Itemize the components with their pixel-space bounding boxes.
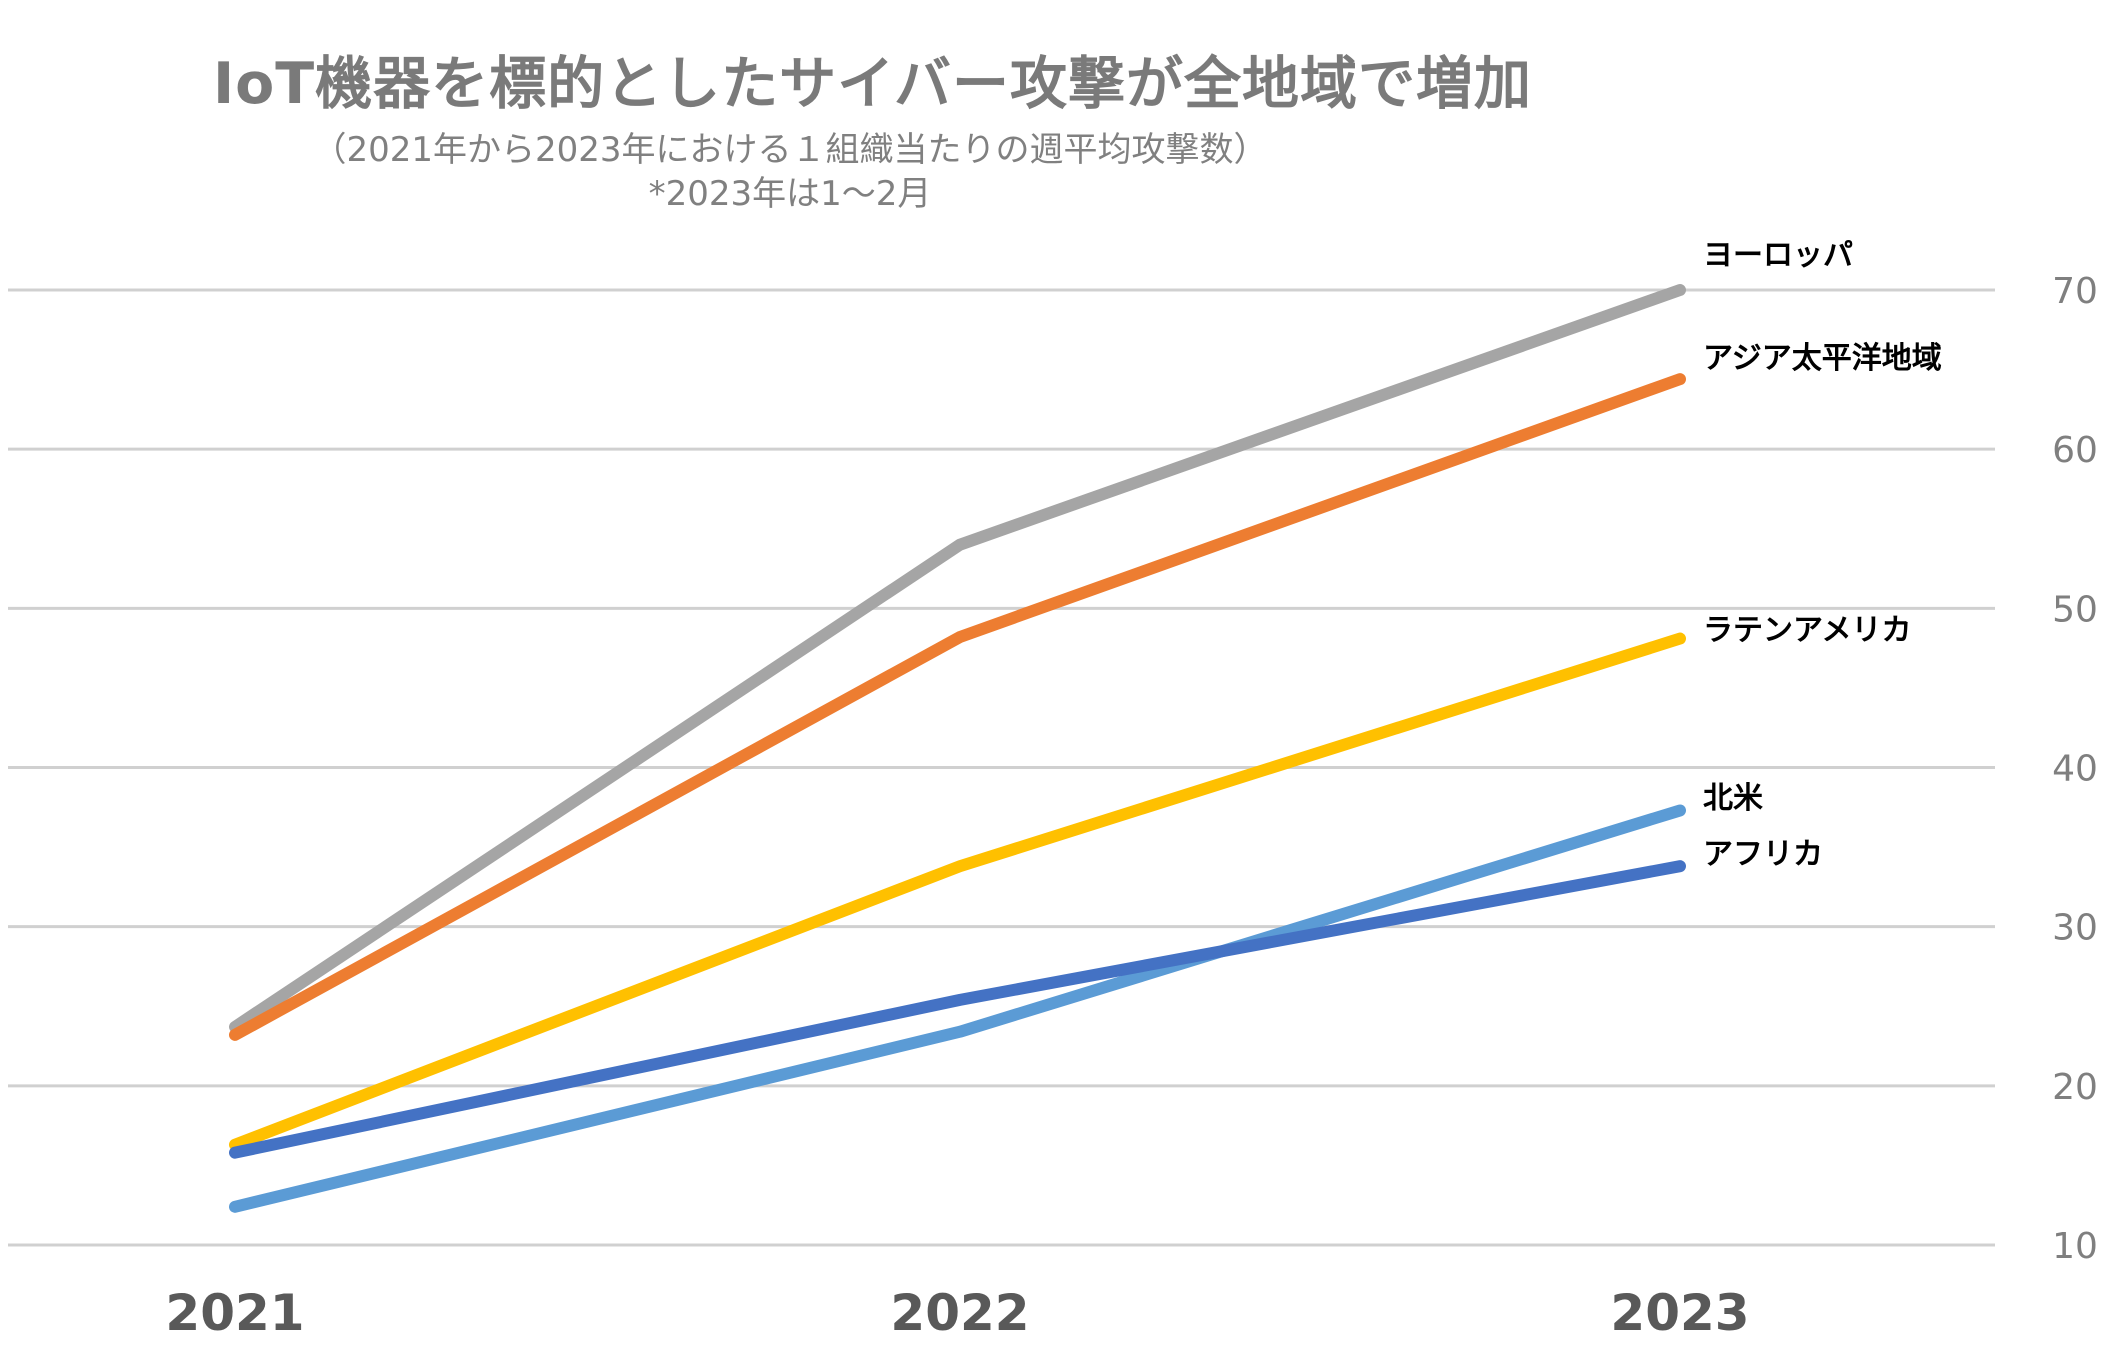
series-line-2 bbox=[229, 632, 1686, 1151]
y-tick-label-40: 40 bbox=[2052, 749, 2098, 790]
x-tick-label-2023: 2023 bbox=[1610, 1284, 1749, 1342]
y-axis-ticks: 10 20 30 40 50 60 70 bbox=[2052, 271, 2098, 1267]
y-tick-label-60: 60 bbox=[2052, 430, 2098, 471]
series-line-4 bbox=[229, 860, 1686, 1159]
subtitle-line-1: （2021年から2023年における１組織当たりの週平均攻撃数） bbox=[312, 130, 1268, 170]
y-tick-label-10: 10 bbox=[2052, 1226, 2098, 1267]
series-label-4: アフリカ bbox=[1703, 837, 1823, 872]
series-lines bbox=[229, 284, 1686, 1213]
y-tick-label-70: 70 bbox=[2052, 271, 2098, 312]
chart-title: IoT機器を標的としたサイバー攻撃が全地域で増加 bbox=[212, 51, 1533, 117]
gridlines bbox=[8, 288, 1995, 1247]
subtitle-line-2: *2023年は1～2月 bbox=[648, 174, 932, 214]
series-label-3: 北米 bbox=[1703, 781, 1763, 816]
series-line-1 bbox=[229, 373, 1686, 1041]
series-label-0: ヨーロッパ bbox=[1703, 238, 1853, 273]
x-tick-label-2022: 2022 bbox=[890, 1284, 1029, 1342]
y-tick-label-50: 50 bbox=[2052, 589, 2098, 630]
y-tick-label-30: 30 bbox=[2052, 908, 2098, 949]
x-axis-ticks: 2021 2022 2023 bbox=[165, 1284, 1749, 1342]
series-line-0 bbox=[229, 284, 1686, 1033]
chart-subtitle: （2021年から2023年における１組織当たりの週平均攻撃数） *2023年は1… bbox=[0, 128, 1580, 216]
series-label-1: アジア太平洋地域 bbox=[1703, 341, 1942, 376]
x-tick-label-2021: 2021 bbox=[165, 1284, 304, 1342]
y-tick-label-20: 20 bbox=[2052, 1067, 2098, 1108]
series-line-3 bbox=[229, 804, 1686, 1213]
series-label-2: ラテンアメリカ bbox=[1703, 613, 1912, 648]
